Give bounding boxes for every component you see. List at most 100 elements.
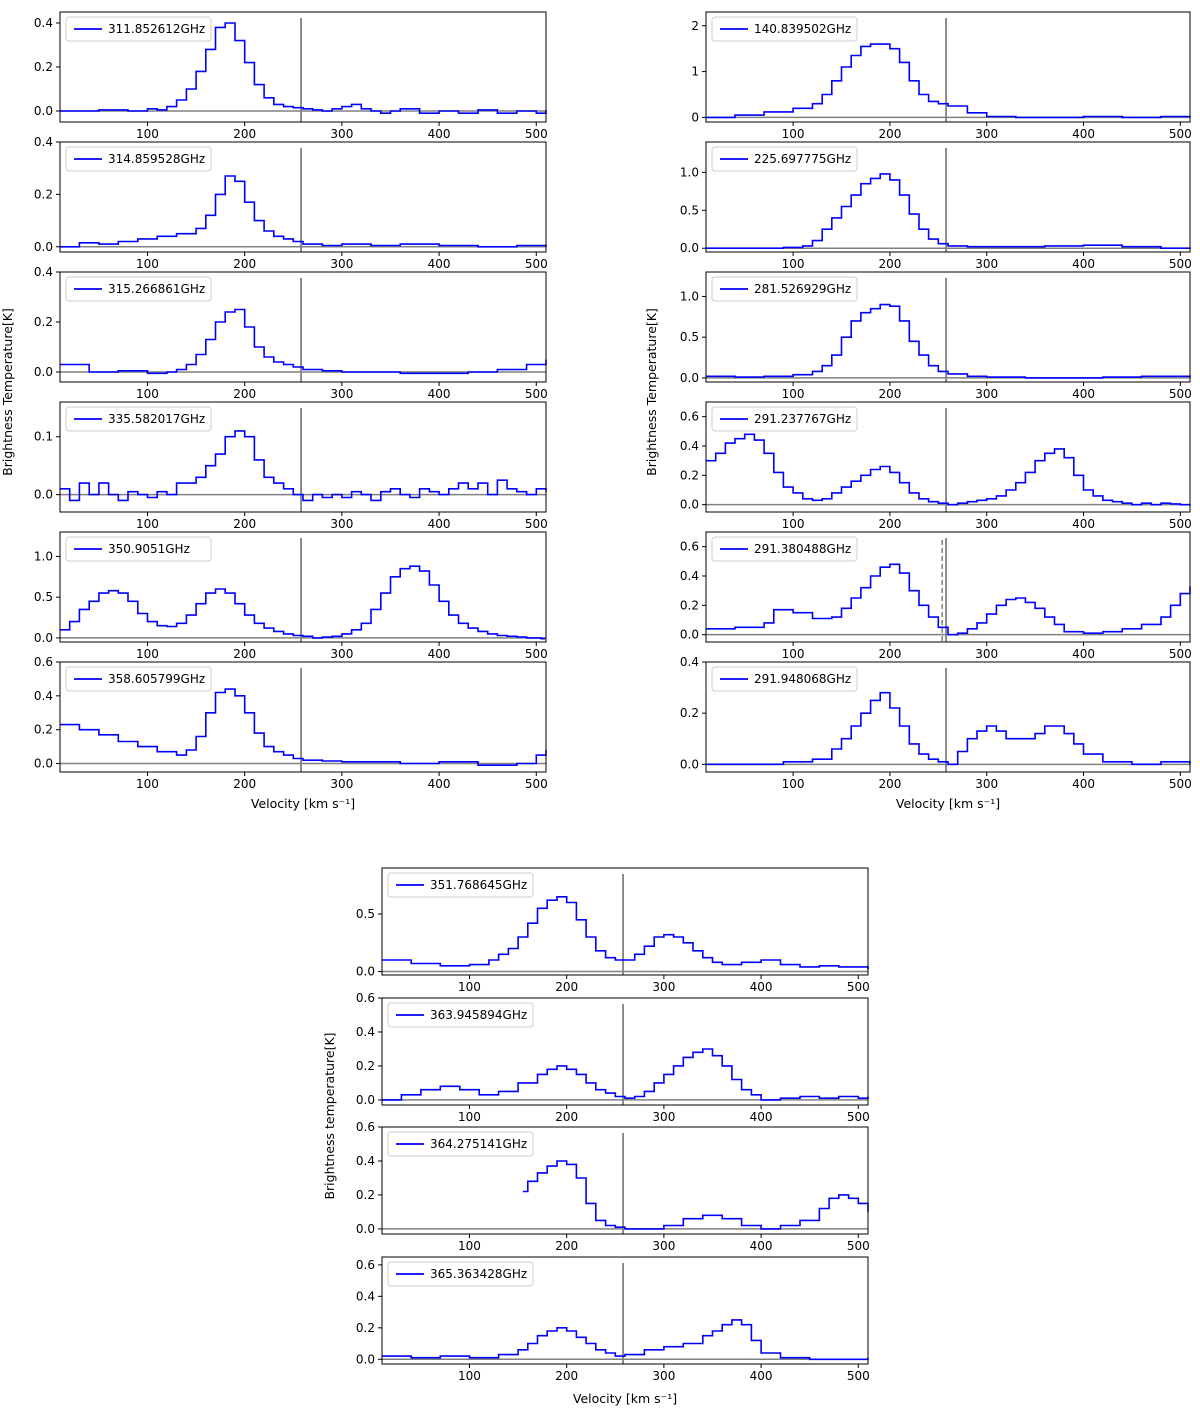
y-tick-label: 0.4 [34,689,53,703]
y-tick-label: 0.2 [356,1188,375,1202]
y-tick-label: 0.4 [34,265,53,279]
x-tick-label: 300 [330,647,353,661]
y-tick-label: 0.4 [680,569,699,583]
y-tick-label: 1.0 [680,165,699,179]
x-tick-label: 500 [847,980,870,994]
y-tick-label: 0.0 [680,371,699,385]
y-tick-label: 0.0 [680,628,699,642]
y-tick-label: 0.5 [34,590,53,604]
axes-frame [59,271,547,383]
legend-box [387,1002,534,1028]
x-tick-label: 100 [782,127,805,141]
y-tick-label: 0.0 [34,365,53,379]
x-tick-label: 200 [233,257,256,271]
spectrum-panel: 100 200 300 400 500 0.0 0.2 0.4 315.266861GHz [34,265,548,401]
x-tick-label: 200 [555,1239,578,1253]
legend-box [65,406,212,432]
y-tick-label: 1.0 [34,549,53,563]
legend-label: 335.582017GHz [108,412,205,426]
legend-box [711,536,858,562]
x-tick-label: 100 [782,647,805,661]
y-axis-label: Brightness temperature[K] [322,1032,337,1199]
spectrum-panel: 100 200 300 400 500 0.0 0.2 0.4 311.852612GHz [34,11,548,141]
y-tick-label: 0.4 [34,135,53,149]
spectrum-line [60,175,547,248]
spectrum-line [706,303,1191,379]
y-tick-label: 0.2 [34,723,53,737]
spectrum-line [706,691,1191,766]
x-tick-label: 100 [458,1239,481,1253]
x-tick-label: 400 [750,1239,773,1253]
x-tick-label: 400 [750,1369,773,1383]
x-tick-label: 400 [1072,257,1095,271]
axes-frame [705,531,1191,643]
axes-frame [59,141,547,253]
y-tick-label: 0.6 [680,540,699,554]
spectrum-panel: 100 200 300 400 500 0.0 0.2 0.4 0.6 291.237767GHz [680,401,1192,531]
y-tick-label: 0.0 [34,488,53,502]
legend-box [711,666,858,692]
y-tick-label: 0.5 [680,330,699,344]
axes-frame [59,661,547,773]
y-tick-label: 0.6 [356,1120,375,1134]
x-tick-label: 500 [525,777,548,791]
x-tick-label: 500 [525,517,548,531]
spectrum-panel: 100 200 300 400 500 0 1 2 140.839502GHz [691,11,1192,141]
y-axis-label: Brightness Temperature[K] [644,308,659,476]
axes-frame [705,401,1191,513]
y-tick-label: 0.5 [680,203,699,217]
x-tick-label: 200 [233,387,256,401]
x-tick-label: 400 [750,980,773,994]
spectrum-panel: 100 200 300 400 500 0.0 0.1 335.582017GHz [34,401,548,531]
spectrum-line [706,563,1191,636]
spectrum-line [60,688,547,766]
axes-frame [381,867,869,976]
x-tick-label: 200 [233,517,256,531]
legend-label: 358.605799GHz [108,672,205,686]
y-tick-label: 0.2 [356,1321,375,1335]
x-tick-label: 200 [878,647,901,661]
legend-box [711,276,858,302]
legend-label: 281.526929GHz [754,282,851,296]
y-tick-label: 0.6 [680,410,699,424]
spectrum-panel: 100 200 300 400 500 0.0 0.5 351.768645GHz [356,867,870,994]
x-tick-label: 300 [652,1239,675,1253]
x-tick-label: 500 [1169,517,1192,531]
x-tick-label: 100 [458,1369,481,1383]
spectrum-line [382,896,869,970]
spectrum-panel: 100 200 300 400 500 0.0 0.5 1.0 281.526929GHz [680,271,1192,401]
spectrum-line [522,1160,869,1230]
y-tick-label: 0.4 [356,1025,375,1039]
x-tick-label: 400 [428,257,451,271]
y-tick-label: 2 [691,19,699,33]
x-tick-label: 100 [782,517,805,531]
x-tick-label: 400 [428,647,451,661]
y-tick-label: 0.6 [34,655,53,669]
x-tick-label: 200 [878,777,901,791]
y-tick-label: 1 [691,65,699,79]
spectrum-line [60,308,547,375]
legend-label: 291.948068GHz [754,672,851,686]
x-tick-label: 200 [233,777,256,791]
y-tick-label: 0.0 [680,241,699,255]
legend-label: 364.275141GHz [430,1137,527,1151]
x-tick-label: 200 [233,127,256,141]
spectrum-panel: 100 200 300 400 500 0.0 0.2 0.4 0.6 364.275141GHz [356,1120,870,1253]
legend-box [711,16,858,42]
y-axis-label: Brightness Temperature[K] [0,308,15,476]
x-tick-label: 500 [1169,777,1192,791]
spectrum-line [706,433,1191,506]
x-tick-label: 500 [525,257,548,271]
x-tick-label: 200 [878,127,901,141]
y-tick-label: 0.0 [356,965,375,979]
x-axis-label: Velocity [km s⁻¹] [251,796,355,811]
spectrum-line [60,22,547,114]
x-tick-label: 200 [555,1110,578,1124]
y-tick-label: 0.0 [356,1352,375,1366]
x-tick-label: 500 [525,127,548,141]
x-tick-label: 100 [136,387,159,401]
x-tick-label: 400 [428,517,451,531]
legend-box [387,1131,534,1157]
x-tick-label: 200 [878,517,901,531]
